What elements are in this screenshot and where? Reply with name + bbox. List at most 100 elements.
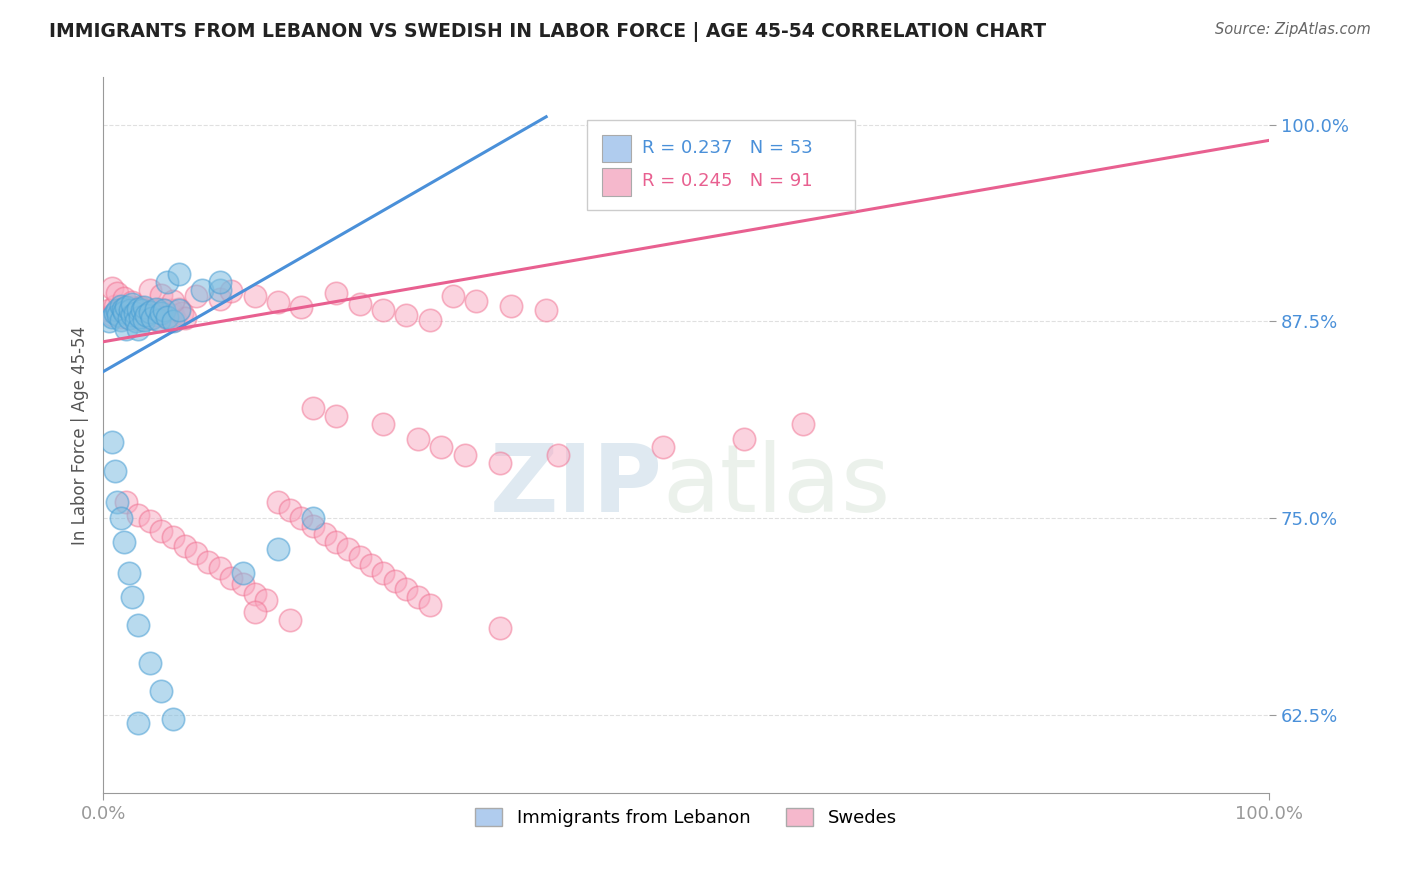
Point: [162, 308, 184, 322]
Point: [186, 546, 208, 560]
Point: [243, 586, 266, 600]
Point: [111, 301, 134, 316]
Point: [419, 598, 441, 612]
Point: [101, 435, 124, 450]
Point: [121, 297, 143, 311]
Point: [221, 285, 243, 299]
Point: [105, 285, 128, 300]
Point: [384, 574, 406, 588]
Point: [159, 303, 181, 318]
Point: [208, 293, 231, 307]
Point: [419, 312, 441, 326]
Point: [145, 308, 167, 322]
Point: [139, 305, 162, 319]
Point: [165, 312, 187, 326]
Point: [104, 299, 127, 313]
Point: [125, 314, 148, 328]
Point: [121, 590, 143, 604]
Point: [110, 312, 132, 326]
Point: [336, 542, 359, 557]
Point: [197, 555, 219, 569]
Point: [162, 530, 184, 544]
Point: [792, 417, 814, 431]
Point: [360, 558, 382, 573]
Point: [267, 542, 290, 557]
Point: [97, 303, 120, 318]
Point: [115, 306, 138, 320]
Point: [325, 409, 347, 423]
Point: [150, 524, 173, 538]
Point: [162, 712, 184, 726]
Point: [115, 495, 138, 509]
Point: [129, 310, 152, 324]
Point: [290, 511, 312, 525]
Point: [97, 314, 120, 328]
Point: [148, 314, 170, 328]
Point: [139, 656, 162, 670]
Legend: Immigrants from Lebanon, Swedes: Immigrants from Lebanon, Swedes: [468, 801, 904, 834]
Point: [254, 592, 277, 607]
Point: [302, 511, 325, 525]
Point: [290, 300, 312, 314]
Point: [371, 303, 394, 318]
Point: [243, 606, 266, 620]
Point: [110, 511, 132, 525]
Point: [132, 312, 155, 326]
Point: [221, 571, 243, 585]
Point: [112, 534, 135, 549]
Point: [101, 310, 124, 324]
Point: [167, 303, 190, 318]
Point: [325, 534, 347, 549]
Point: [349, 297, 371, 311]
Point: [121, 300, 143, 314]
Point: [121, 295, 143, 310]
Point: [125, 308, 148, 322]
Point: [278, 613, 301, 627]
Point: [135, 308, 157, 322]
Point: [173, 539, 195, 553]
Point: [232, 566, 254, 580]
Point: [118, 303, 141, 318]
Point: [395, 582, 418, 596]
Text: IMMIGRANTS FROM LEBANON VS SWEDISH IN LABOR FORCE | AGE 45-54 CORRELATION CHART: IMMIGRANTS FROM LEBANON VS SWEDISH IN LA…: [49, 22, 1046, 42]
Point: [129, 300, 152, 314]
Point: [118, 566, 141, 580]
Point: [349, 550, 371, 565]
Point: [139, 283, 162, 297]
Point: [371, 417, 394, 431]
Point: [105, 305, 128, 319]
Point: [139, 514, 162, 528]
Point: [150, 306, 173, 320]
Text: Source: ZipAtlas.com: Source: ZipAtlas.com: [1215, 22, 1371, 37]
Point: [141, 303, 163, 318]
Point: [110, 299, 132, 313]
Point: [105, 303, 128, 318]
Point: [132, 300, 155, 314]
Point: [534, 303, 557, 318]
Point: [127, 508, 149, 522]
Point: [278, 503, 301, 517]
Point: [156, 310, 179, 324]
Point: [101, 308, 124, 322]
Point: [208, 561, 231, 575]
Point: [651, 440, 673, 454]
Point: [488, 456, 510, 470]
Point: [127, 618, 149, 632]
Point: [150, 684, 173, 698]
Point: [172, 306, 194, 320]
Point: [129, 312, 152, 326]
Point: [191, 283, 214, 297]
Point: [208, 275, 231, 289]
Point: [156, 275, 179, 289]
Point: [232, 577, 254, 591]
Point: [148, 312, 170, 326]
Point: [733, 433, 755, 447]
Point: [150, 287, 173, 301]
Point: [101, 281, 124, 295]
Point: [124, 306, 146, 320]
FancyBboxPatch shape: [602, 169, 631, 195]
Point: [110, 310, 132, 324]
Point: [112, 301, 135, 316]
Point: [115, 322, 138, 336]
Point: [302, 519, 325, 533]
